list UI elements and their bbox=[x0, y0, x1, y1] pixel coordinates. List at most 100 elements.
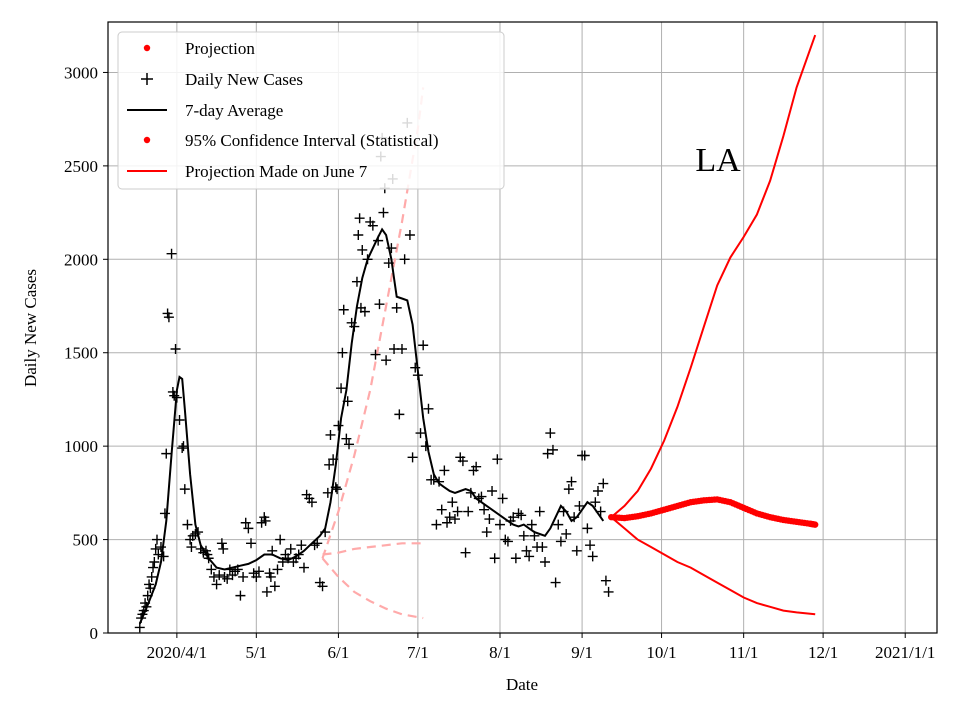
daily-case-marker bbox=[598, 478, 609, 489]
daily-case-marker bbox=[155, 542, 166, 553]
daily-case-marker bbox=[460, 547, 471, 558]
y-tick-label: 500 bbox=[73, 531, 99, 550]
daily-case-marker bbox=[555, 536, 566, 547]
daily-case-marker bbox=[269, 581, 280, 592]
daily-case-marker bbox=[479, 504, 490, 515]
daily-case-marker bbox=[547, 444, 558, 455]
daily-case-marker bbox=[324, 459, 335, 470]
daily-case-marker bbox=[381, 355, 392, 366]
daily-case-marker bbox=[298, 562, 309, 573]
daily-case-marker bbox=[317, 581, 328, 592]
legend-item-projection: Projection bbox=[143, 39, 255, 58]
daily-case-marker bbox=[476, 491, 487, 502]
daily-case-marker bbox=[148, 562, 159, 573]
daily-case-marker bbox=[367, 220, 378, 231]
daily-case-marker bbox=[186, 542, 197, 553]
daily-case-marker bbox=[218, 543, 229, 554]
daily-case-marker bbox=[333, 420, 344, 431]
daily-case-marker bbox=[521, 545, 532, 556]
legend-item-avg: 7-day Average bbox=[127, 101, 283, 120]
daily-case-marker bbox=[261, 586, 272, 597]
daily-case-marker bbox=[179, 484, 190, 495]
daily-case-marker bbox=[251, 571, 262, 582]
daily-case-marker bbox=[260, 515, 271, 526]
daily-case-marker bbox=[489, 553, 500, 564]
daily-case-marker bbox=[407, 452, 418, 463]
daily-case-marker bbox=[337, 347, 348, 358]
region-annotation: LA bbox=[695, 142, 741, 179]
confidence-upper-line bbox=[610, 34, 817, 518]
daily-case-marker bbox=[177, 443, 188, 454]
daily-case-marker bbox=[452, 506, 463, 517]
daily-case-marker bbox=[370, 349, 381, 360]
daily-case-marker bbox=[396, 343, 407, 354]
daily-case-marker bbox=[253, 566, 264, 577]
legend-label-projection: Projection bbox=[185, 39, 255, 58]
daily-case-marker bbox=[550, 577, 561, 588]
daily-case-marker bbox=[471, 461, 482, 472]
daily-case-marker bbox=[357, 244, 368, 255]
daily-case-marker bbox=[516, 510, 527, 521]
legend-marker-projection bbox=[143, 44, 151, 52]
y-tick-label: 0 bbox=[90, 624, 99, 643]
daily-case-marker bbox=[353, 230, 364, 241]
daily-case-marker bbox=[463, 506, 474, 517]
x-tick-label: 11/1 bbox=[729, 643, 759, 662]
daily-case-marker bbox=[423, 403, 434, 414]
daily-case-marker bbox=[444, 512, 455, 523]
daily-case-marker bbox=[545, 428, 556, 439]
x-axis: 2020/4/1 5/1 6/1 7/1 8/1 9/1 10/1 11/1 12/1 2021/… bbox=[147, 633, 935, 662]
daily-case-marker bbox=[306, 497, 317, 508]
daily-case-marker bbox=[542, 448, 553, 459]
daily-case-marker bbox=[341, 433, 352, 444]
daily-case-marker bbox=[149, 556, 160, 567]
daily-case-marker bbox=[174, 414, 185, 425]
daily-case-marker bbox=[526, 519, 537, 530]
daily-case-marker bbox=[518, 530, 529, 541]
daily-case-marker bbox=[442, 517, 453, 528]
daily-case-marker bbox=[216, 538, 227, 549]
x-tick-label: 8/1 bbox=[489, 643, 511, 662]
daily-case-marker bbox=[465, 487, 476, 498]
daily-case-marker bbox=[159, 508, 170, 519]
y-axis: 0 500 1000 1500 2000 2500 3000 bbox=[64, 63, 108, 643]
x-tick-label: 7/1 bbox=[407, 643, 429, 662]
daily-case-marker bbox=[151, 534, 162, 545]
daily-case-marker bbox=[170, 343, 181, 354]
daily-case-marker bbox=[354, 213, 365, 224]
daily-case-marker bbox=[537, 542, 548, 553]
seven-day-average-line bbox=[138, 227, 605, 625]
legend-box bbox=[117, 31, 505, 190]
daily-case-marker bbox=[325, 429, 336, 440]
projection-dot bbox=[811, 521, 819, 528]
y-tick-label: 1500 bbox=[64, 344, 98, 363]
daily-case-marker bbox=[243, 523, 254, 534]
x-tick-label: 10/1 bbox=[646, 643, 676, 662]
daily-case-marker bbox=[404, 230, 415, 241]
daily-case-marker bbox=[240, 517, 251, 528]
legend-marker-daily bbox=[141, 73, 153, 85]
x-tick-label: 5/1 bbox=[245, 643, 267, 662]
daily-case-marker bbox=[603, 586, 614, 597]
daily-case-marker bbox=[238, 571, 249, 582]
daily-case-marker bbox=[150, 543, 161, 554]
daily-case-marker bbox=[211, 579, 222, 590]
daily-case-marker bbox=[275, 534, 286, 545]
daily-case-marker bbox=[332, 484, 343, 495]
confidence-lower-line bbox=[610, 516, 816, 616]
daily-case-marker bbox=[166, 248, 177, 259]
daily-case-marker bbox=[338, 304, 349, 315]
daily-case-marker bbox=[553, 519, 564, 530]
daily-case-marker bbox=[296, 540, 307, 551]
daily-case-marker bbox=[487, 485, 498, 496]
x-tick-label: 2021/1/1 bbox=[875, 643, 935, 662]
june-projection-line bbox=[322, 542, 424, 556]
daily-case-marker bbox=[508, 512, 519, 523]
daily-case-marker bbox=[457, 456, 468, 467]
daily-case-marker bbox=[351, 276, 362, 287]
legend-marker-ci bbox=[143, 136, 151, 144]
daily-case-marker bbox=[563, 484, 574, 495]
legend-label-avg: 7-day Average bbox=[185, 101, 283, 120]
daily-case-marker bbox=[540, 556, 551, 567]
daily-case-marker bbox=[420, 441, 431, 452]
